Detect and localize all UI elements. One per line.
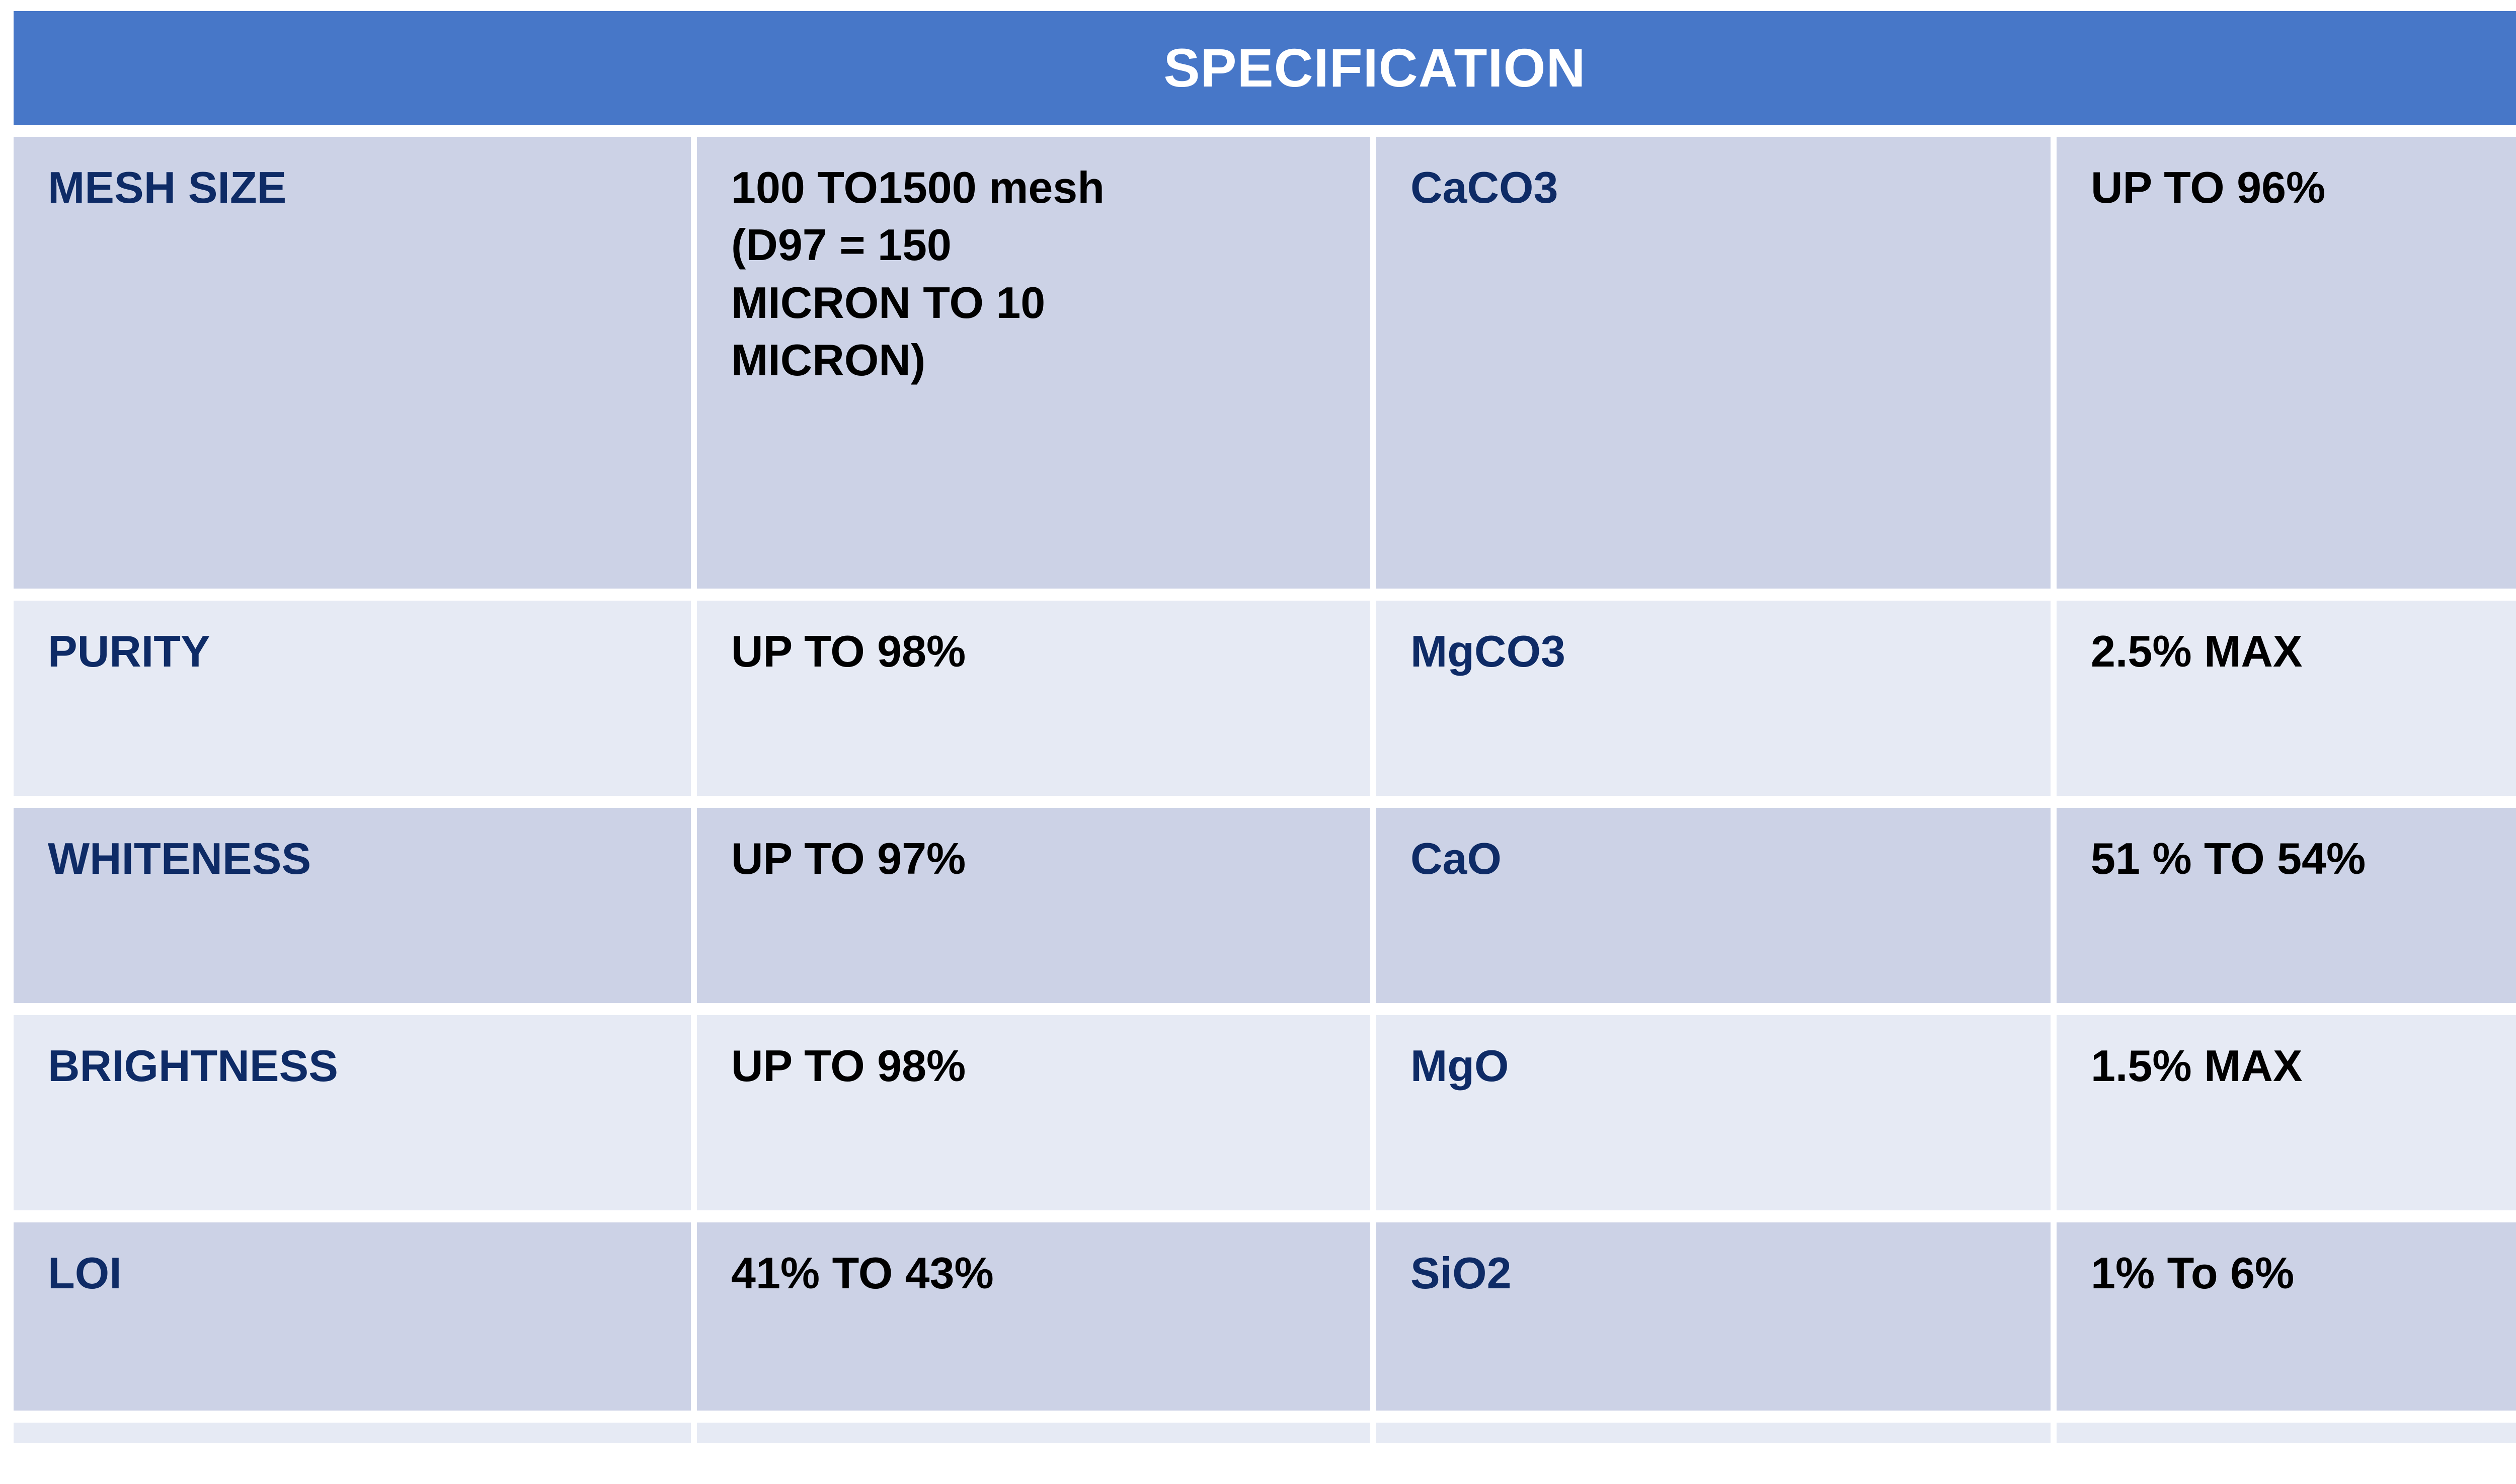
- property-value-cell-partial: [697, 1423, 1376, 1443]
- property-label: WHITENESS: [48, 834, 311, 883]
- property-value: 41% TO 43%: [731, 1248, 994, 1298]
- property-value: UP TO 98%: [731, 1041, 966, 1091]
- header-gap-cell: [14, 125, 2516, 137]
- page-title: SPECIFICATION: [1163, 37, 1586, 98]
- chemical-value: 1% To 6%: [2091, 1248, 2295, 1298]
- chemical-value-cell: UP TO 96%: [2057, 137, 2516, 601]
- table-row-partial: [14, 1423, 2516, 1443]
- property-label: PURITY: [48, 626, 210, 676]
- table-row: LOI 41% TO 43% SiO2 1% To 6%: [14, 1222, 2516, 1423]
- chemical-label: SiO2: [1410, 1248, 1512, 1298]
- chemical-value-cell: 2.5% MAX: [2057, 601, 2516, 808]
- chemical-value-cell: 1.5% MAX: [2057, 1015, 2516, 1222]
- property-cell: LOI: [14, 1222, 697, 1423]
- property-cell: BRIGHTNESS: [14, 1015, 697, 1222]
- property-value: UP TO 97%: [731, 834, 966, 883]
- property-value: 100 TO1500 mesh (D97 = 150 MICRON TO 10 …: [731, 162, 1105, 385]
- table-row: BRIGHTNESS UP TO 98% MgO 1.5% MAX: [14, 1015, 2516, 1222]
- table-row: WHITENESS UP TO 97% CaO 51 % TO 54%: [14, 808, 2516, 1015]
- specification-table: SPECIFICATION MESH SIZE 100 TO1500 mesh …: [14, 11, 2516, 1443]
- chemical-label: MgO: [1410, 1041, 1509, 1091]
- property-label: MESH SIZE: [48, 162, 287, 212]
- chemical-cell: MgO: [1376, 1015, 2057, 1222]
- chemical-value: 51 % TO 54%: [2091, 834, 2366, 883]
- property-value: UP TO 98%: [731, 626, 966, 676]
- header-gap: [14, 125, 2516, 137]
- chemical-value: 1.5% MAX: [2091, 1041, 2303, 1091]
- property-label: LOI: [48, 1248, 122, 1298]
- chemical-cell: SiO2: [1376, 1222, 2057, 1423]
- property-value-cell: UP TO 98%: [697, 601, 1376, 808]
- property-cell-partial: [14, 1423, 697, 1443]
- property-cell: WHITENESS: [14, 808, 697, 1015]
- chemical-value: 2.5% MAX: [2091, 626, 2303, 676]
- chemical-cell: MgCO3: [1376, 601, 2057, 808]
- property-value-cell: UP TO 98%: [697, 1015, 1376, 1222]
- property-value-cell: 100 TO1500 mesh (D97 = 150 MICRON TO 10 …: [697, 137, 1376, 601]
- property-cell: PURITY: [14, 601, 697, 808]
- table-header-cell: SPECIFICATION: [14, 11, 2516, 125]
- property-value-cell: UP TO 97%: [697, 808, 1376, 1015]
- property-value-cell: 41% TO 43%: [697, 1222, 1376, 1423]
- chemical-label: CaO: [1410, 834, 1502, 883]
- table-row: MESH SIZE 100 TO1500 mesh (D97 = 150 MIC…: [14, 137, 2516, 601]
- chemical-value: UP TO 96%: [2091, 162, 2326, 212]
- chemical-cell: CaO: [1376, 808, 2057, 1015]
- chemical-value-cell-partial: [2057, 1423, 2516, 1443]
- chemical-value-cell: 1% To 6%: [2057, 1222, 2516, 1423]
- property-label: BRIGHTNESS: [48, 1041, 338, 1091]
- table-row: PURITY UP TO 98% MgCO3 2.5% MAX: [14, 601, 2516, 808]
- chemical-cell: CaCO3: [1376, 137, 2057, 601]
- chemical-label: MgCO3: [1410, 626, 1565, 676]
- property-cell: MESH SIZE: [14, 137, 697, 601]
- chemical-label: CaCO3: [1410, 162, 1558, 212]
- chemical-cell-partial: [1376, 1423, 2057, 1443]
- chemical-value-cell: 51 % TO 54%: [2057, 808, 2516, 1015]
- table-header-row: SPECIFICATION: [14, 11, 2516, 125]
